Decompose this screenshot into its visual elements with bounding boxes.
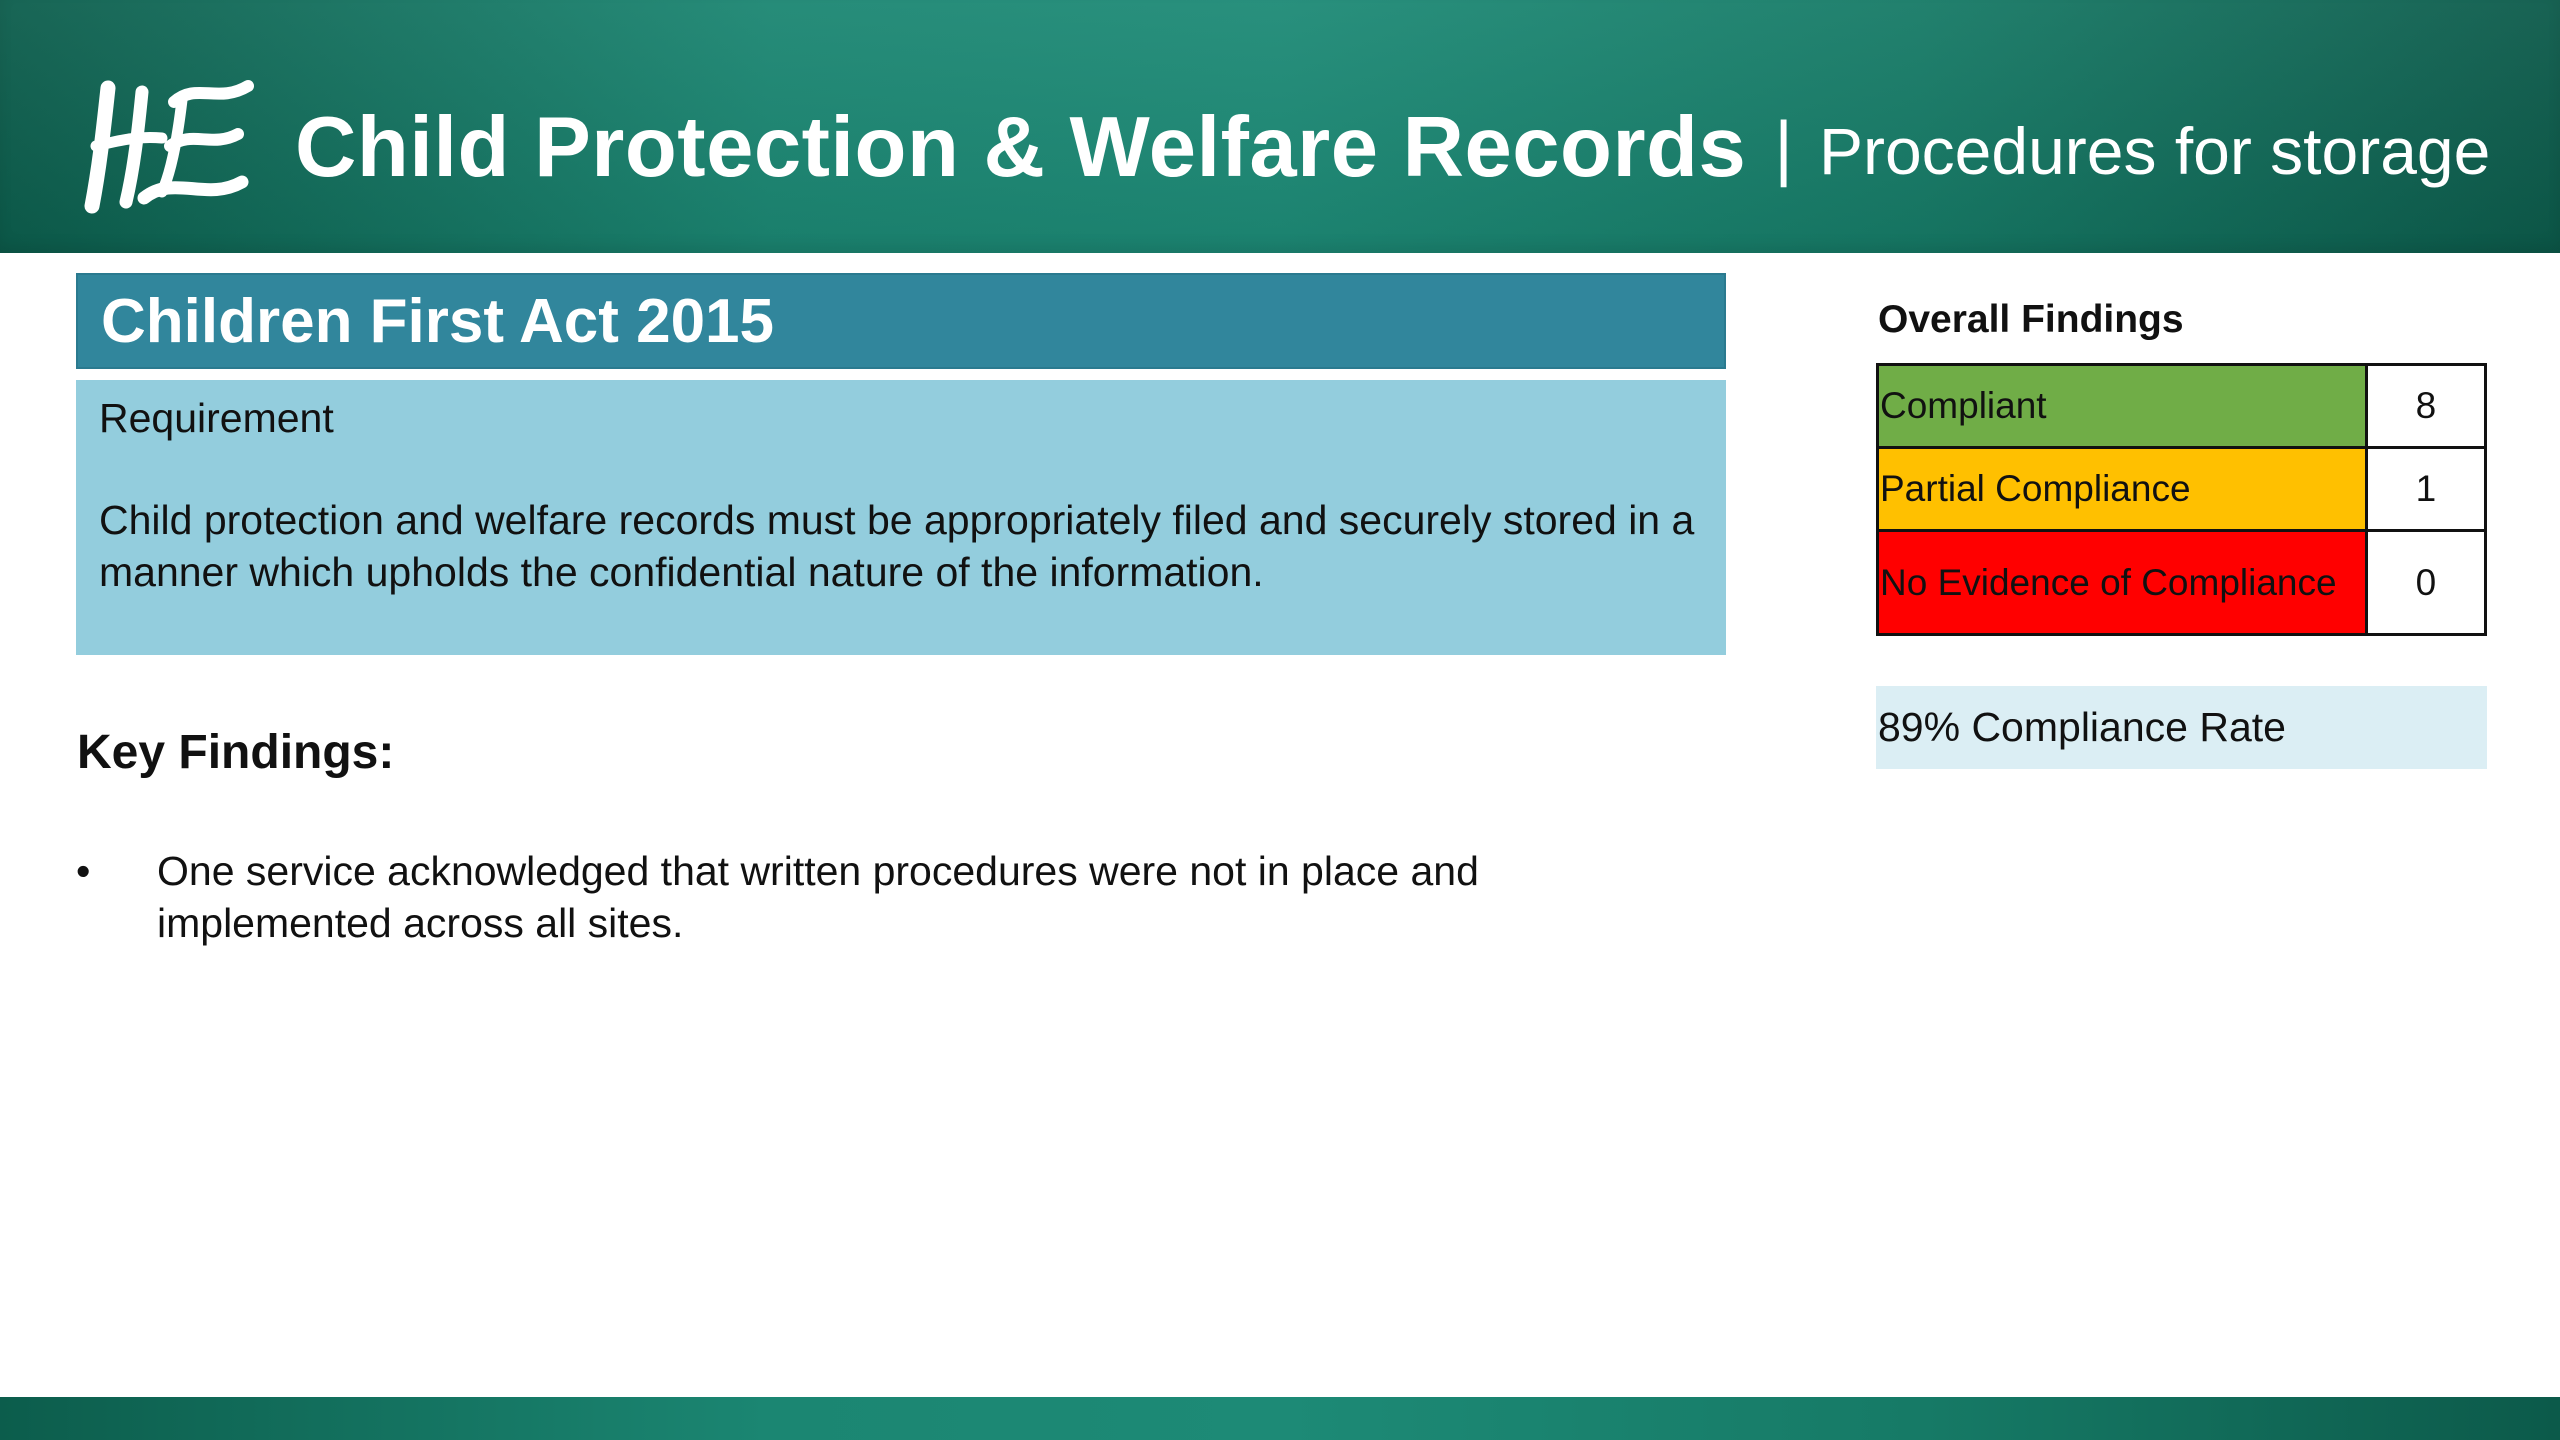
key-finding-text: One service acknowledged that written pr…: [157, 848, 1479, 946]
key-findings-heading: Key Findings:: [77, 726, 395, 779]
requirement-box: Requirement Child protection and welfare…: [76, 380, 1726, 655]
key-findings-list: • One service acknowledged that written …: [70, 845, 1610, 949]
title-separator: |: [1774, 108, 1793, 188]
no-evidence-count: 0: [2364, 529, 2488, 636]
compliance-rate: 89% Compliance Rate: [1878, 704, 2286, 750]
list-item: • One service acknowledged that written …: [70, 845, 1610, 949]
hse-logo-icon: [84, 80, 254, 214]
compliant-count: 8: [2364, 363, 2488, 449]
footer-band: [0, 1397, 2560, 1440]
no-evidence-label: No Evidence of Compliance: [1876, 529, 2368, 636]
requirement-label: Requirement: [99, 395, 334, 441]
table-row: No Evidence of Compliance 0: [1876, 529, 2488, 636]
bullet-icon: •: [76, 848, 91, 894]
partial-compliance-label: Partial Compliance: [1876, 446, 2368, 532]
act-banner: Children First Act 2015: [76, 273, 1726, 369]
header-band: Child Protection & Welfare Records | Pro…: [0, 0, 2560, 253]
partial-compliance-count: 1: [2364, 446, 2488, 532]
page-title: Child Protection & Welfare Records: [295, 100, 1747, 195]
compliance-rate-box: 89% Compliance Rate: [1876, 686, 2487, 769]
overall-findings-table: Compliant 8 Partial Compliance 1 No Evid…: [1876, 363, 2488, 636]
requirement-text: Child protection and welfare records mus…: [99, 497, 1695, 595]
table-row: Partial Compliance 1: [1876, 446, 2488, 532]
table-row: Compliant 8: [1876, 363, 2488, 449]
header-title-row: Child Protection & Welfare Records | Pro…: [295, 88, 2490, 208]
compliant-label: Compliant: [1876, 363, 2368, 449]
page-subtitle: Procedures for storage: [1818, 114, 2491, 188]
overall-findings-heading: Overall Findings: [1878, 298, 2184, 341]
act-title: Children First Act 2015: [101, 286, 775, 356]
